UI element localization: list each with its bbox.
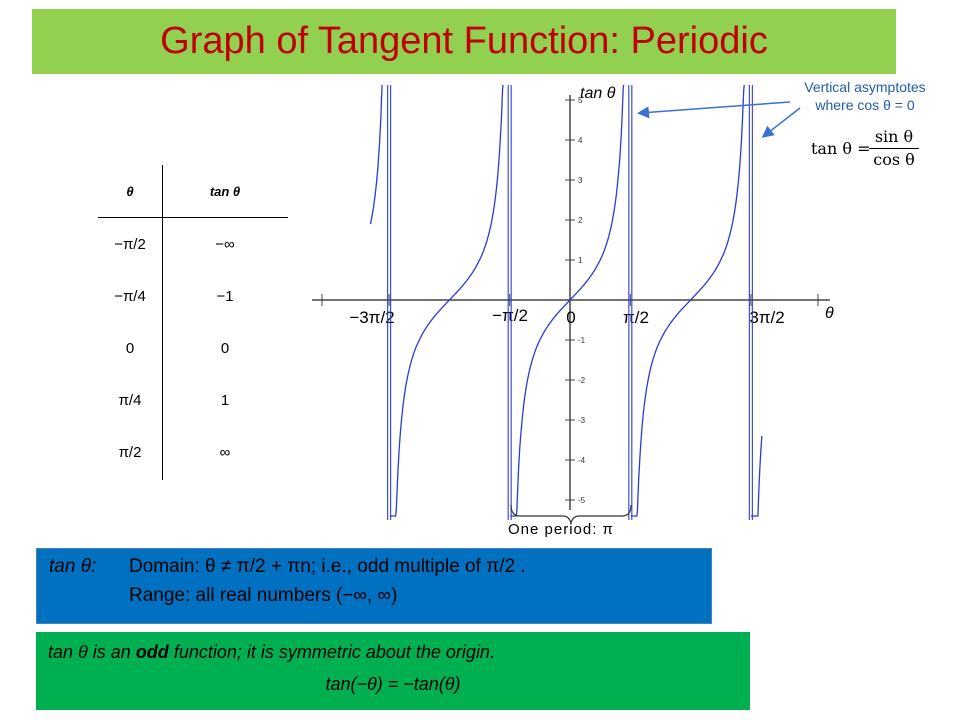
- domain-box-label: tan θ:: [49, 556, 97, 577]
- x-tick-label: π/2: [623, 308, 649, 327]
- tan-curve-branch: [510, 85, 625, 517]
- x-tick-label: −π/2: [492, 306, 528, 325]
- tan-curve-branch: [750, 435, 763, 517]
- values-table: θ tan θ −π/2 −∞ −π/4 −1 0 0 π/4 1 π/2 ∞: [98, 165, 288, 478]
- formula-numerator: sin θ: [874, 127, 914, 146]
- odd-text-c: function; it is symmetric about the orig…: [168, 642, 495, 662]
- value-table: θ tan θ −π/2 −∞ −π/4 −1 0 0 π/4 1 π/2 ∞: [98, 165, 288, 480]
- y-tick-label: -5: [578, 496, 586, 505]
- y-tick-label: 5: [578, 96, 583, 105]
- asymptote-note-line2: where cos θ = 0: [815, 97, 915, 113]
- table-cell-theta: −π/4: [114, 287, 146, 305]
- asymptote-arrow: [637, 101, 791, 119]
- formula-lhs: tan θ =: [811, 139, 871, 158]
- tan-formula: tan θ = sin θ cos θ: [811, 127, 926, 171]
- y-tick-label: -2: [578, 376, 586, 385]
- x-tick-label: −3π/2: [349, 308, 394, 327]
- asymptote-arrow: [761, 107, 801, 138]
- asymptote-note-line1: Vertical asymptotes: [804, 79, 926, 95]
- page-title: Graph of Tangent Function: Periodic: [160, 20, 768, 62]
- x-tick-label: 3π/2: [749, 308, 784, 327]
- table-divider: [162, 165, 163, 480]
- header-theta: θ: [98, 165, 162, 218]
- domain-text: Domain: θ ≠ π/2 + πn; i.e., odd multiple…: [129, 556, 526, 577]
- table-row: 0 0: [98, 322, 288, 374]
- odd-function-box: tan θ is an odd function; it is symmetri…: [36, 632, 750, 710]
- y-tick-label: 3: [578, 176, 583, 185]
- odd-text-bold: odd: [135, 642, 169, 662]
- odd-function-text: tan θ is an odd function; it is symmetri…: [48, 642, 495, 663]
- odd-text-a: tan θ is an: [48, 642, 136, 662]
- table-cell-tan: −∞: [215, 235, 235, 253]
- y-tick-label: 4: [578, 136, 583, 145]
- period-brace: [510, 504, 632, 526]
- table-cell-tan: ∞: [219, 443, 231, 461]
- period-label: One period: π: [508, 521, 614, 538]
- table-row: π/2 ∞: [98, 426, 288, 478]
- y-tick-label: -4: [578, 456, 586, 465]
- tan-curve-branch: [389, 85, 504, 517]
- table-cell-theta: −π/2: [114, 235, 146, 253]
- y-axis-label: tan θ: [580, 85, 616, 102]
- y-tick-label: -3: [578, 416, 586, 425]
- table-cell-theta: π/2: [118, 443, 142, 461]
- table-header-row: θ tan θ: [98, 165, 288, 218]
- table-cell-theta: π/4: [118, 391, 142, 409]
- y-tick-label: -1: [578, 336, 586, 345]
- table-cell-theta: 0: [125, 339, 135, 357]
- formula-fraction: sin θ cos θ: [869, 127, 919, 170]
- y-tick-label: 2: [578, 216, 583, 225]
- tan-curve-branch: [630, 85, 745, 517]
- domain-box: tan θ: Domain: θ ≠ π/2 + πn; i.e., odd m…: [36, 548, 712, 624]
- tan-curve-branch: [369, 85, 383, 225]
- table-row: −π/4 −1: [98, 270, 288, 322]
- odd-identity: tan(−θ) = −tan(θ): [325, 674, 461, 694]
- table-cell-tan: −1: [216, 287, 234, 305]
- table-cell-tan: 1: [220, 391, 230, 409]
- formula-denominator: cos θ: [873, 150, 915, 169]
- table-row: −π/2 −∞: [98, 218, 288, 271]
- y-tick-label: 1: [578, 256, 583, 265]
- asymptote-note: Vertical asymptotes where cos θ = 0: [770, 78, 960, 114]
- header-tan: tan θ: [162, 165, 288, 218]
- fraction-bar: [869, 148, 919, 149]
- title-bar: Graph of Tangent Function: Periodic: [32, 9, 896, 74]
- x-axis-label: θ: [825, 305, 834, 322]
- x-tick-label: 0: [566, 308, 575, 327]
- table-cell-tan: 0: [220, 339, 230, 357]
- range-text: Range: all real numbers (−∞, ∞): [129, 585, 398, 606]
- table-row: π/4 1: [98, 374, 288, 426]
